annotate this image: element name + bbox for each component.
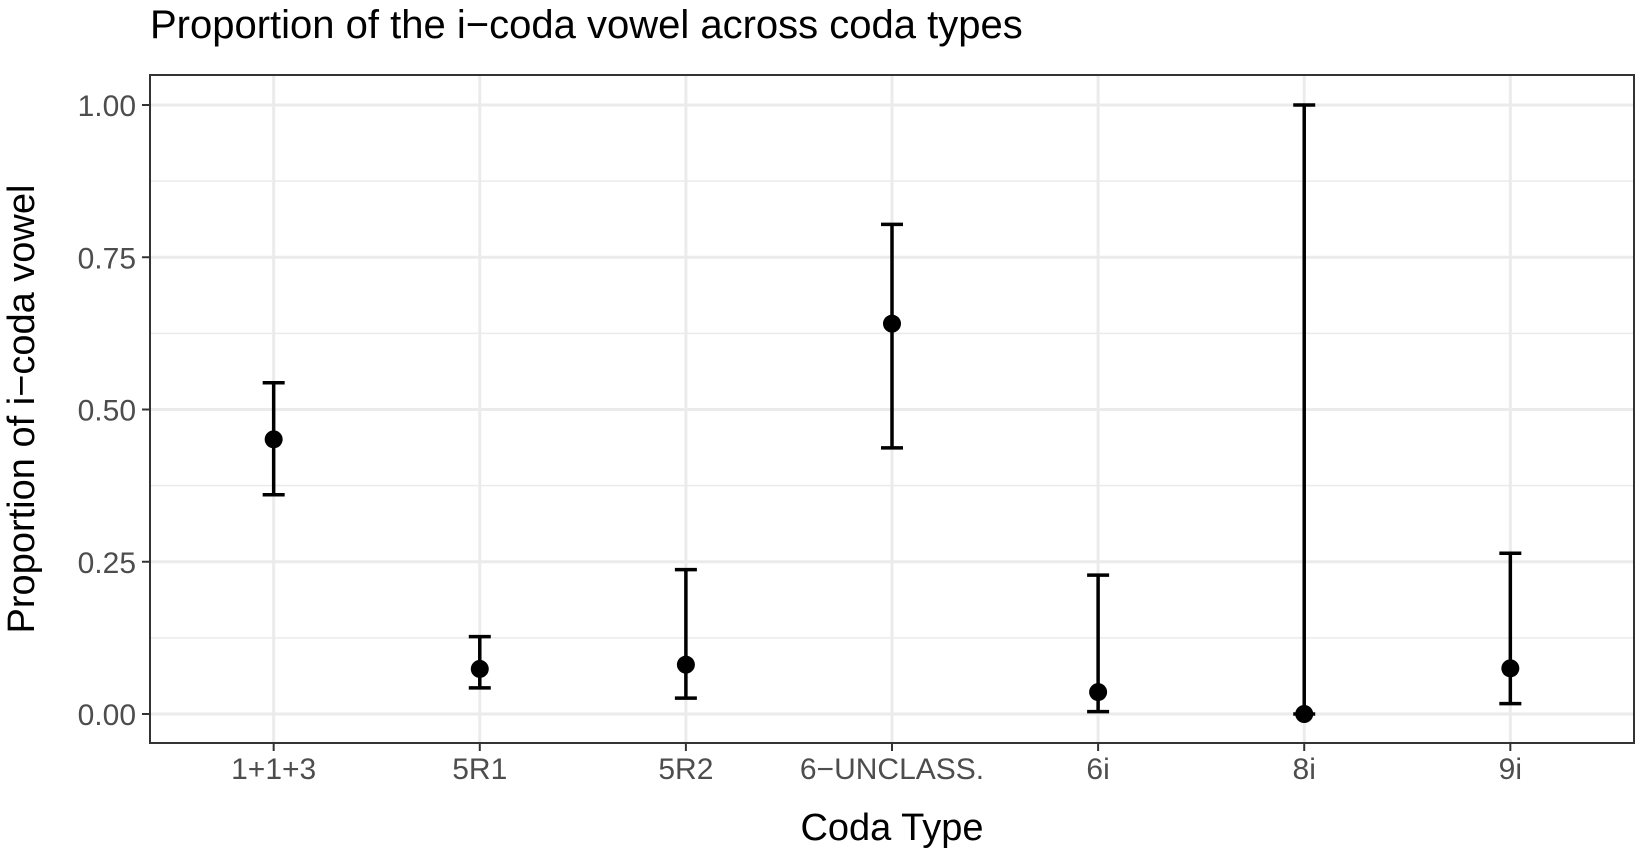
y-tick-label: 0.50 <box>78 395 136 428</box>
x-tick-label: 6−UNCLASS. <box>800 753 984 786</box>
y-tick-label: 0.00 <box>78 699 136 732</box>
y-tick-label: 0.75 <box>78 242 136 275</box>
data-point <box>1295 705 1314 723</box>
y-tick-label: 0.25 <box>78 547 136 580</box>
y-axis-label: Proportion of i−coda vowel <box>1 185 43 634</box>
data-point <box>1089 683 1108 702</box>
chart-title: Proportion of the i−coda vowel across co… <box>150 3 1023 47</box>
data-point <box>264 430 283 449</box>
y-tick-label: 1.00 <box>78 90 136 123</box>
x-tick-label: 8i <box>1293 753 1316 786</box>
axes: 0.00 0.25 0.50 0.75 1.00 1+1+3 5R1 5R2 6−UNCLASS… <box>78 90 1522 786</box>
marks <box>262 103 1522 723</box>
x-axis-label: Coda Type <box>800 807 983 849</box>
x-tick-label: 5R1 <box>452 753 507 786</box>
x-tick-label: 5R2 <box>658 753 713 786</box>
x-tick-label: 9i <box>1499 753 1522 786</box>
x-tick-label: 6i <box>1086 753 1109 786</box>
data-point <box>676 655 695 674</box>
data-point <box>470 659 489 678</box>
x-tick-label: 1+1+3 <box>231 753 316 786</box>
data-point <box>883 314 901 333</box>
data-point <box>1501 659 1520 678</box>
